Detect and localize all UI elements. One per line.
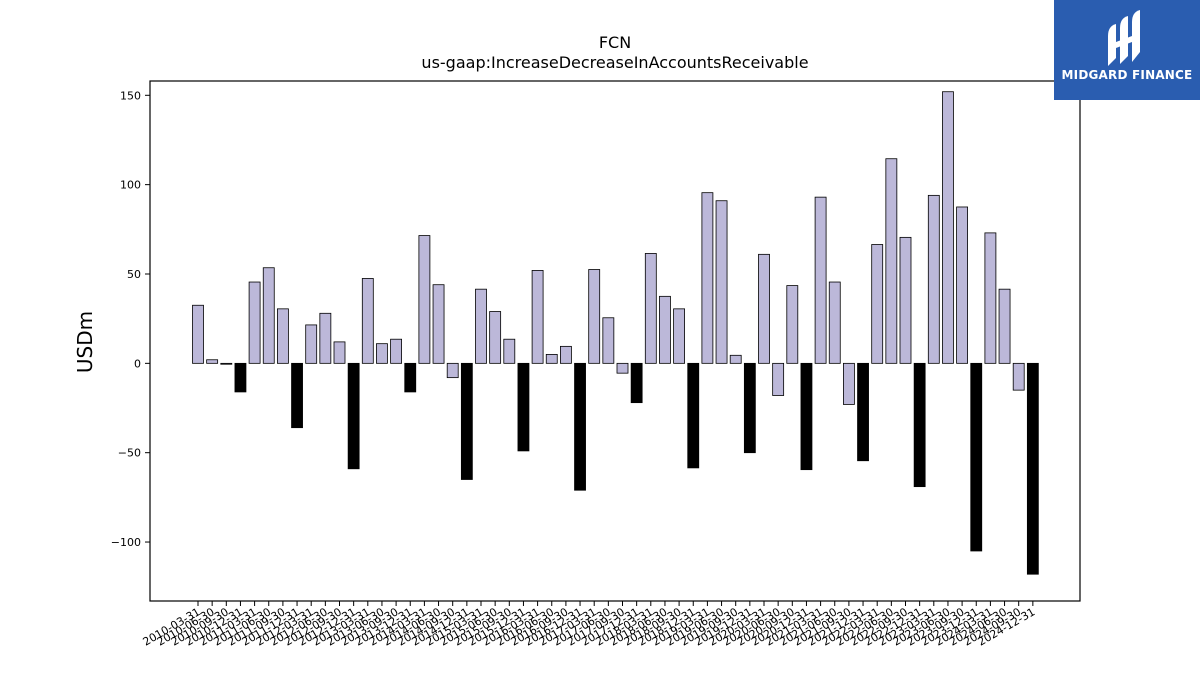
bar-2010-06-30 [206, 359, 219, 364]
bar-2011-06-30 [262, 267, 275, 364]
bar-2014-09-30 [446, 362, 459, 379]
bar-2018-12-31 [687, 362, 700, 469]
bar-2024-03-31 [984, 232, 997, 364]
bar-2014-03-31 [418, 235, 431, 364]
y-tick-label: −100 [111, 536, 141, 549]
y-tick-label: −50 [118, 447, 141, 460]
bar-2015-12-31 [517, 362, 530, 452]
chart-title: FCN [599, 33, 631, 52]
bar-2015-06-30 [489, 311, 502, 364]
bar-2015-03-31 [475, 288, 487, 364]
bar-2022-09-30 [899, 236, 912, 364]
bar-2016-09-30 [560, 345, 572, 364]
bar-2023-03-31 [927, 194, 940, 364]
bar-2013-09-30 [390, 338, 403, 364]
bar-2017-12-31 [630, 362, 643, 404]
bar-2021-12-31 [857, 362, 869, 462]
bar-2010-03-31 [192, 304, 204, 364]
bar-2019-06-30 [715, 200, 728, 364]
bar-2010-09-30 [220, 362, 233, 365]
bar-2024-09-30 [1012, 362, 1025, 391]
bar-2022-12-31 [913, 362, 926, 488]
bar-2016-06-30 [545, 353, 558, 364]
bar-2023-09-30 [956, 206, 968, 364]
brand-logo: MIDGARD FINANCE [1054, 0, 1200, 100]
bar-2013-12-31 [404, 362, 417, 393]
bar-2018-06-30 [659, 295, 671, 364]
y-tick-label: 150 [120, 89, 141, 102]
bar-2019-09-30 [729, 354, 742, 364]
bar-2013-06-30 [376, 343, 388, 364]
bars-group [192, 91, 1039, 575]
bar-2018-03-31 [644, 253, 657, 364]
bar-2019-12-31 [743, 362, 756, 454]
bar-2021-03-31 [814, 196, 827, 364]
bar-2021-09-30 [843, 362, 855, 405]
bar-2011-03-31 [248, 281, 261, 364]
bar-2024-06-30 [998, 288, 1011, 364]
y-tick-label: 50 [127, 268, 141, 281]
bar-2015-09-30 [503, 338, 516, 364]
chart-subtitle: us-gaap:IncreaseDecreaseInAccountsReceiv… [421, 53, 808, 72]
y-axis-label: USDm [73, 311, 97, 373]
bar-2018-09-30 [673, 308, 685, 364]
bar-2023-06-30 [942, 91, 954, 364]
bar-2012-03-31 [305, 324, 318, 364]
bar-2021-06-30 [828, 281, 841, 364]
bar-2012-12-31 [347, 362, 360, 470]
bar-2016-03-31 [531, 270, 544, 364]
brand-name: MIDGARD FINANCE [1061, 68, 1193, 82]
bar-2020-03-31 [758, 253, 770, 364]
bar-2012-06-30 [319, 312, 332, 364]
bar-2022-03-31 [871, 244, 884, 364]
bar-2023-12-31 [970, 362, 983, 552]
y-tick-label: 0 [134, 357, 141, 370]
bar-2022-06-30 [885, 158, 898, 364]
bar-2020-09-30 [786, 285, 799, 364]
bar-2024-12-31 [1026, 362, 1039, 575]
x-axis: 2010-03-312010-06-302010-09-302010-12-31… [141, 601, 1037, 649]
bar-2017-06-30 [602, 317, 615, 364]
bar-2016-12-31 [574, 362, 586, 491]
plot-frame [149, 80, 1081, 602]
bar-2011-12-31 [291, 362, 303, 429]
bar-2013-03-31 [361, 278, 374, 364]
bar-2011-09-30 [276, 308, 289, 364]
midgard-logo-icon [1108, 10, 1140, 66]
bar-2020-12-31 [800, 362, 813, 471]
bar-2010-12-31 [234, 362, 247, 393]
bar-2014-12-31 [460, 362, 473, 480]
bar-2019-03-31 [701, 192, 714, 364]
bar-2012-09-30 [333, 341, 346, 364]
y-tick-label: 100 [120, 179, 141, 192]
bar-2020-06-30 [772, 362, 785, 396]
bar-2017-09-30 [616, 362, 629, 374]
y-axis: −100 −50 0 50 100 150 [111, 89, 150, 549]
bar-2014-06-30 [432, 284, 445, 364]
bar-2017-03-31 [588, 269, 601, 364]
